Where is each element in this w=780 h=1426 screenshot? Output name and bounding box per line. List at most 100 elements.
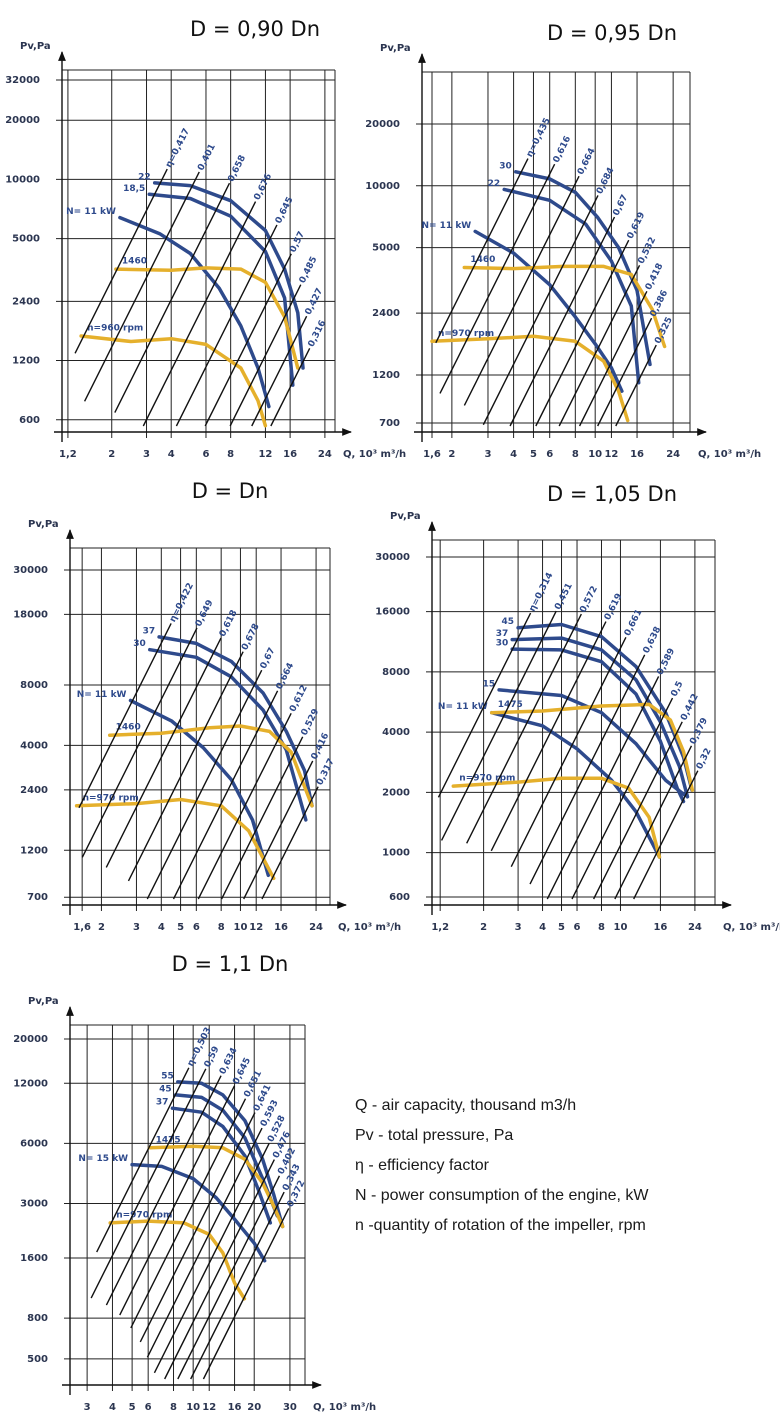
efficiency-line <box>197 712 292 900</box>
curve-label: 37 <box>496 629 509 639</box>
x-tick-label: 24 <box>309 922 323 933</box>
note: Q - air capacity, thousand m3/h <box>355 1097 576 1114</box>
y-tick-label: 8000 <box>382 667 410 678</box>
efficiency-line <box>571 697 674 900</box>
efficiency-line <box>529 654 646 885</box>
efficiency-label: η=0,422 <box>168 582 196 624</box>
curve <box>79 334 268 428</box>
x-tick-label: 30 <box>283 1402 297 1413</box>
efficiency-line <box>437 612 532 798</box>
x-tick-label: 8 <box>227 449 234 460</box>
efficiency-label: 0,676 <box>253 172 275 202</box>
y-tick-label: 2000 <box>382 787 410 798</box>
curve <box>157 635 314 808</box>
note: N - power consumption of the engine, kW <box>355 1187 649 1204</box>
x-tick-label: 6 <box>193 922 200 933</box>
curve <box>170 1106 273 1225</box>
efficiency-line <box>127 651 244 882</box>
chart-title: D = Dn <box>192 479 269 503</box>
efficiency-line <box>439 163 556 394</box>
y-tick-label: 16000 <box>375 607 410 618</box>
efficiency-label: 0,664 <box>275 661 297 691</box>
curve-label: n=970 rpm <box>459 774 515 784</box>
curve-label: N= 15 kW <box>78 1154 128 1164</box>
efficiency-label: 0,529 <box>300 707 322 737</box>
curve-label: 18,5 <box>123 184 145 194</box>
chart-title: D = 0,90 Dn <box>190 17 320 41</box>
efficiency-label: 0,619 <box>603 592 625 622</box>
curve <box>118 215 271 409</box>
efficiency-line <box>546 676 660 900</box>
y-axis-label: Pv,Pa <box>390 511 421 522</box>
x-tick-label: 8 <box>170 1402 177 1413</box>
efficiency-label: 0,416 <box>310 732 332 762</box>
efficiency-label: η=0,435 <box>525 117 553 159</box>
x-tick-label: 16 <box>283 449 297 460</box>
y-axis-label: Pv,Pa <box>20 41 51 52</box>
efficiency-line <box>177 1175 281 1380</box>
curve <box>497 688 687 798</box>
chart-title: D = 1,1 Dn <box>172 952 289 976</box>
y-tick-label: 20000 <box>13 1034 48 1045</box>
x-tick-label: 10 <box>613 922 627 933</box>
x-tick-label: 4 <box>539 922 546 933</box>
curve-label: N= 11 kW <box>77 690 127 700</box>
x-tick-label: 4 <box>510 449 517 460</box>
efficiency-label: 0,401 <box>196 143 218 173</box>
x-tick-label: 3 <box>515 922 522 933</box>
efficiency-line <box>96 1067 190 1253</box>
y-tick-label: 500 <box>27 1354 48 1365</box>
efficiency-label: 0,678 <box>240 622 262 652</box>
curve-label: 55 <box>161 1071 174 1081</box>
x-tick-label: 6 <box>202 449 209 460</box>
y-tick-label: 1200 <box>12 356 40 367</box>
curve-label: 30 <box>496 639 509 649</box>
x-tick-label: 10 <box>233 922 247 933</box>
x-tick-label: 24 <box>666 449 680 460</box>
chart: D = 0,90 Dn 1,2 2 3 4 6 8 12 16 24 600 1200 2400 5000… <box>5 17 406 460</box>
efficiency-label: 0,485 <box>298 255 320 285</box>
y-tick-label: 1000 <box>382 848 410 859</box>
efficiency-line <box>90 1068 207 1299</box>
curve <box>74 797 276 881</box>
curve-label: 1460 <box>122 257 147 267</box>
x-tick-label: 6 <box>546 449 553 460</box>
efficiency-line <box>78 623 172 809</box>
efficiency-line <box>175 224 278 427</box>
curve <box>462 264 667 349</box>
x-tick-label: 12 <box>202 1402 216 1413</box>
notes: Q - air capacity, thousand m3/h Pv - tot… <box>355 1097 649 1234</box>
x-tick-label: 6 <box>145 1402 152 1413</box>
x-tick-label: 12 <box>249 922 263 933</box>
x-tick-label: 5 <box>177 922 184 933</box>
x-axis-label: Q, 10³ m³/h <box>338 922 401 933</box>
efficiency-line <box>440 610 557 841</box>
efficiency-line <box>114 182 231 413</box>
efficiency-label: 0,442 <box>679 692 701 722</box>
curve-label: 1475 <box>498 700 523 710</box>
x-tick-label: 5 <box>129 1402 136 1413</box>
y-tick-label: 30000 <box>375 552 410 563</box>
curve <box>107 724 314 808</box>
y-tick-label: 32000 <box>5 75 40 86</box>
curve <box>128 698 271 878</box>
curve <box>489 702 695 792</box>
curve <box>451 776 662 859</box>
x-tick-label: 16 <box>228 1402 242 1413</box>
efficiency-line <box>172 690 279 900</box>
x-axis-label: Q, 10³ m³/h <box>343 449 406 460</box>
y-tick-label: 1200 <box>372 370 400 381</box>
efficiency-label: 0,59 <box>203 1045 222 1069</box>
efficiency-line <box>204 253 292 427</box>
efficiency-line <box>243 760 314 900</box>
x-axis-label: Q, 10³ m³/h <box>313 1402 376 1413</box>
efficiency-line <box>229 284 302 427</box>
x-tick-label: 16 <box>653 922 667 933</box>
curve-label: 1475 <box>156 1135 181 1145</box>
efficiency-line <box>597 317 653 427</box>
efficiency-line <box>261 786 319 900</box>
efficiency-line <box>146 669 263 900</box>
y-tick-label: 6000 <box>20 1138 48 1149</box>
efficiency-label: η=0,417 <box>164 127 192 169</box>
